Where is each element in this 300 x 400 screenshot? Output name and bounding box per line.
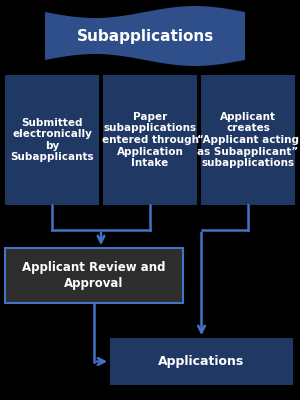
Text: Applicant Review and
Approval: Applicant Review and Approval — [22, 262, 166, 290]
Text: Paper
subapplications
entered through
Application
Intake: Paper subapplications entered through Ap… — [101, 112, 199, 168]
Text: Applicant
creates
“Applicant acting
as Subapplicant”
subapplications: Applicant creates “Applicant acting as S… — [197, 112, 299, 168]
Text: Subapplications: Subapplications — [76, 30, 214, 44]
Text: Submitted
electronically
by
Subapplicants: Submitted electronically by Subapplicant… — [10, 118, 94, 162]
FancyBboxPatch shape — [201, 75, 295, 205]
Text: Applications: Applications — [158, 355, 244, 368]
FancyBboxPatch shape — [110, 338, 293, 385]
Polygon shape — [45, 6, 245, 66]
FancyBboxPatch shape — [5, 75, 99, 205]
FancyBboxPatch shape — [103, 75, 197, 205]
FancyBboxPatch shape — [5, 248, 183, 303]
